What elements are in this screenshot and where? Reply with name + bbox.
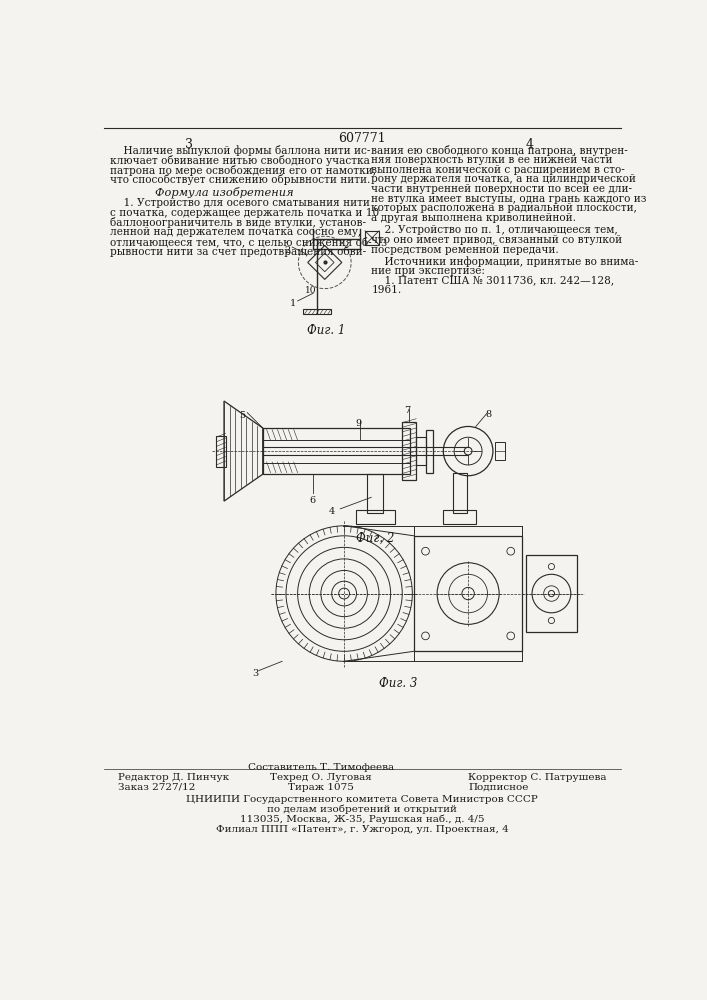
Text: Филиал ППП «Патент», г. Ужгород, ул. Проектная, 4: Филиал ППП «Патент», г. Ужгород, ул. Про… xyxy=(216,825,508,834)
Text: Составитель Т. Тимофеева: Составитель Т. Тимофеева xyxy=(248,763,394,772)
Text: 2: 2 xyxy=(284,246,291,255)
Text: 3: 3 xyxy=(185,138,193,151)
Text: 3: 3 xyxy=(380,239,387,248)
Bar xyxy=(402,422,416,480)
Text: ние при экспертизе:: ние при экспертизе: xyxy=(371,266,485,276)
Bar xyxy=(365,231,379,245)
Text: Корректор С. Патрушева: Корректор С. Патрушева xyxy=(468,773,607,782)
Text: Фиг. 1: Фиг. 1 xyxy=(307,324,346,337)
Text: 6: 6 xyxy=(309,496,315,505)
Text: которых расположена в радиальной плоскости,: которых расположена в радиальной плоскос… xyxy=(371,203,637,213)
Text: Наличие выпуклой формы баллона нити ис-: Наличие выпуклой формы баллона нити ис- xyxy=(110,145,370,156)
Text: части внутренней поверхности по всей ее дли-: части внутренней поверхности по всей ее … xyxy=(371,184,632,194)
Text: 5: 5 xyxy=(240,411,245,420)
Text: Редактор Д. Пинчук: Редактор Д. Пинчук xyxy=(118,773,229,782)
Bar xyxy=(263,428,410,474)
Text: что оно имеет привод, связанный со втулкой: что оно имеет привод, связанный со втулк… xyxy=(371,235,622,245)
Text: Заказ 2727/12: Заказ 2727/12 xyxy=(118,783,195,792)
Text: по делам изобретений и открытий: по делам изобретений и открытий xyxy=(267,805,457,814)
Text: 113035, Москва, Ж-35, Раушская наб., д. 4/5: 113035, Москва, Ж-35, Раушская наб., д. … xyxy=(240,815,484,824)
Text: 7: 7 xyxy=(404,406,411,415)
Text: выполнена конической с расширением в сто-: выполнена конической с расширением в сто… xyxy=(371,165,625,175)
Text: Фиг. 2: Фиг. 2 xyxy=(356,532,395,545)
Text: 607771: 607771 xyxy=(338,132,386,145)
Bar xyxy=(452,473,467,513)
Text: 9: 9 xyxy=(356,419,362,428)
Text: Тираж 1075: Тираж 1075 xyxy=(288,783,354,792)
Text: няя поверхность втулки в ее нижней части: няя поверхность втулки в ее нижней части xyxy=(371,155,613,165)
Bar xyxy=(368,474,383,513)
Text: ленной над держателем початка соосно ему,: ленной над держателем початка соосно ему… xyxy=(110,227,361,237)
Bar xyxy=(216,436,226,466)
Text: Формула изобретения: Формула изобретения xyxy=(155,187,293,198)
Bar xyxy=(443,510,476,524)
Text: Источники информации, принятые во внима-: Источники информации, принятые во внима- xyxy=(371,256,638,267)
Text: рону держателя початка, а на цилиндрической: рону держателя початка, а на цилиндричес… xyxy=(371,174,636,184)
Text: 4: 4 xyxy=(329,507,335,516)
Text: не втулка имеет выступы, одна грань каждого из: не втулка имеет выступы, одна грань кажд… xyxy=(371,194,647,204)
Text: 4: 4 xyxy=(526,138,534,151)
Text: ЦНИИПИ Государственного комитета Совета Министров СССР: ЦНИИПИ Государственного комитета Совета … xyxy=(186,795,538,804)
Bar xyxy=(414,536,522,651)
Text: Подписное: Подписное xyxy=(468,783,529,792)
Text: рывности нити за счет предотвращения обви-: рывности нити за счет предотвращения обв… xyxy=(110,246,366,257)
Text: 8: 8 xyxy=(485,410,491,419)
Bar xyxy=(526,555,577,632)
Text: Фиг. 3: Фиг. 3 xyxy=(379,677,418,690)
Text: 1. Устройство для осевого сматывания нити: 1. Устройство для осевого сматывания нит… xyxy=(110,198,370,208)
Bar xyxy=(426,430,433,473)
Bar xyxy=(356,510,395,524)
Text: а другая выполнена криволинейной.: а другая выполнена криволинейной. xyxy=(371,213,576,223)
Text: что способствует снижению обрывности нити.: что способствует снижению обрывности нит… xyxy=(110,174,370,185)
Text: 1961.: 1961. xyxy=(371,285,402,295)
Text: 10: 10 xyxy=(305,286,317,295)
Text: 1. Патент США № 3011736, кл. 242—128,: 1. Патент США № 3011736, кл. 242—128, xyxy=(371,275,614,285)
Text: отличающееся тем, что, с целью снижения об-: отличающееся тем, что, с целью снижения … xyxy=(110,237,372,247)
Text: Техред О. Луговая: Техред О. Луговая xyxy=(270,773,372,782)
Text: патрона по мере освобождения его от намотки,: патрона по мере освобождения его от намо… xyxy=(110,165,376,176)
Text: с початка, содержащее держатель початка и 10: с початка, содержащее держатель початка … xyxy=(110,208,380,218)
Text: ключает обвивание нитью свободного участка: ключает обвивание нитью свободного участ… xyxy=(110,155,370,166)
Text: посредством ременной передачи.: посредством ременной передачи. xyxy=(371,245,559,255)
Text: 1: 1 xyxy=(290,299,296,308)
Text: 2. Устройство по п. 1, отличающееся тем,: 2. Устройство по п. 1, отличающееся тем, xyxy=(371,225,618,235)
Bar xyxy=(416,437,426,465)
Bar xyxy=(495,442,505,460)
Bar xyxy=(303,309,331,314)
Text: 3: 3 xyxy=(252,669,259,678)
Text: вания ею свободного конца патрона, внутрен-: вания ею свободного конца патрона, внутр… xyxy=(371,145,628,156)
Text: баллоноограничитель в виде втулки, установ-: баллоноограничитель в виде втулки, устан… xyxy=(110,217,366,228)
